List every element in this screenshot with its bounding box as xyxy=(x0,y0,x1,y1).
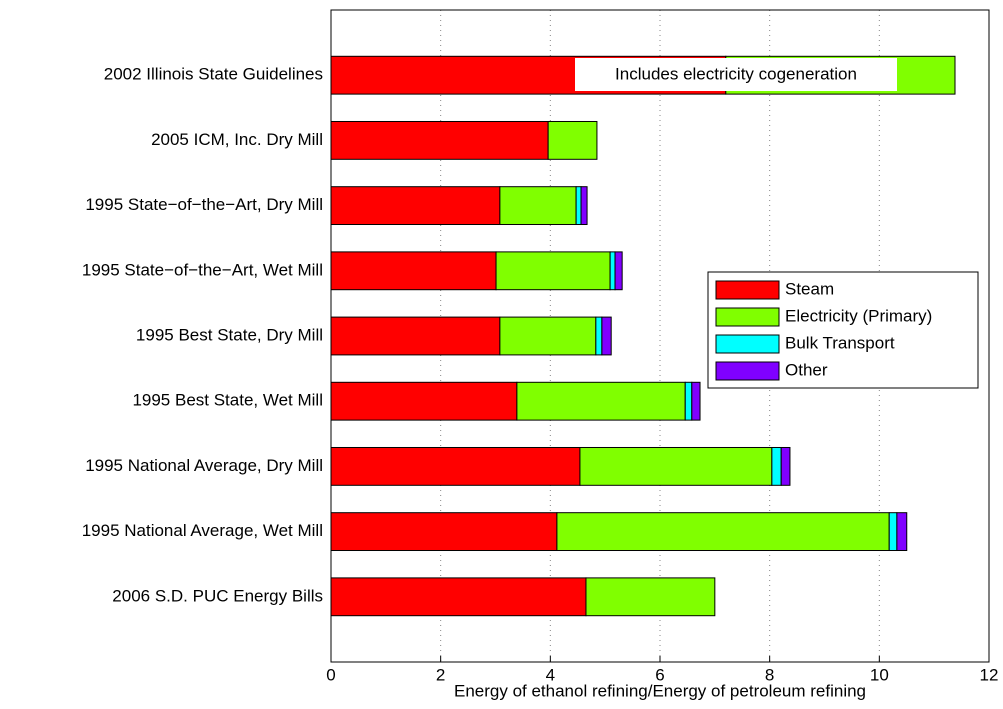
bar-segment xyxy=(575,186,582,226)
legend-swatch xyxy=(715,280,780,300)
bar-segment xyxy=(585,577,716,617)
x-tick-label: 0 xyxy=(326,665,335,684)
bar-segment xyxy=(516,381,686,421)
bar-segment xyxy=(580,186,588,226)
legend-swatch xyxy=(715,307,780,327)
bar-segment xyxy=(330,316,501,356)
legend-swatch xyxy=(715,361,780,381)
legend-swatch xyxy=(715,334,780,354)
bar-segment xyxy=(330,512,558,552)
bar-segment xyxy=(499,316,597,356)
x-tick-label: 6 xyxy=(655,665,664,684)
bar-segment xyxy=(579,446,773,486)
x-tick-label: 4 xyxy=(546,665,555,684)
bar-segment xyxy=(780,446,791,486)
legend-label: Electricity (Primary) xyxy=(785,306,932,325)
annotation: Includes electricity cogeneration xyxy=(615,64,857,83)
x-tick-label: 2 xyxy=(436,665,445,684)
bar-segment xyxy=(771,446,782,486)
bar-segment xyxy=(691,381,701,421)
x-tick-label: 12 xyxy=(980,665,999,684)
bar-segment xyxy=(888,512,898,552)
bar-segment xyxy=(330,120,549,160)
x-axis-label: Energy of ethanol refining/Energy of pet… xyxy=(454,681,866,700)
y-tick-label: 2002 Illinois State Guidelines xyxy=(104,65,323,84)
bar-segment xyxy=(609,251,616,291)
bar-segment xyxy=(495,251,611,291)
x-tick-label: 10 xyxy=(870,665,889,684)
y-tick-label: 1995 National Average, Dry Mill xyxy=(85,456,323,475)
y-tick-label: 1995 State−of−the−Art, Dry Mill xyxy=(85,195,323,214)
y-tick-label: 2005 ICM, Inc. Dry Mill xyxy=(151,130,323,149)
bar-segment xyxy=(330,446,581,486)
y-tick-label: 1995 Best State, Dry Mill xyxy=(136,325,323,344)
annotation-box xyxy=(575,58,897,91)
bar-segment xyxy=(499,186,577,226)
bar-segment xyxy=(614,251,623,291)
axes-box xyxy=(330,9,990,663)
y-tick-label: 1995 National Average, Wet Mill xyxy=(82,521,323,540)
y-tick-label: 1995 Best State, Wet Mill xyxy=(132,391,323,410)
bar-segment xyxy=(330,381,518,421)
bar-segment xyxy=(330,186,501,226)
bar-segment xyxy=(330,251,497,291)
bar-segment xyxy=(896,512,908,552)
y-tick-label: 2006 S.D. PUC Energy Bills xyxy=(112,586,323,605)
bar-segment xyxy=(547,120,598,160)
bar-segment xyxy=(556,512,890,552)
legend-label: Steam xyxy=(785,279,834,298)
legend-label: Bulk Transport xyxy=(785,333,895,352)
bar-segment xyxy=(684,381,693,421)
y-tick-label: 1995 State−of−the−Art, Wet Mill xyxy=(82,260,323,279)
bar-segment xyxy=(595,316,603,356)
legend-label: Other xyxy=(785,360,828,379)
bar-segment xyxy=(330,577,587,617)
bar-segment xyxy=(601,316,612,356)
x-tick-label: 8 xyxy=(765,665,774,684)
